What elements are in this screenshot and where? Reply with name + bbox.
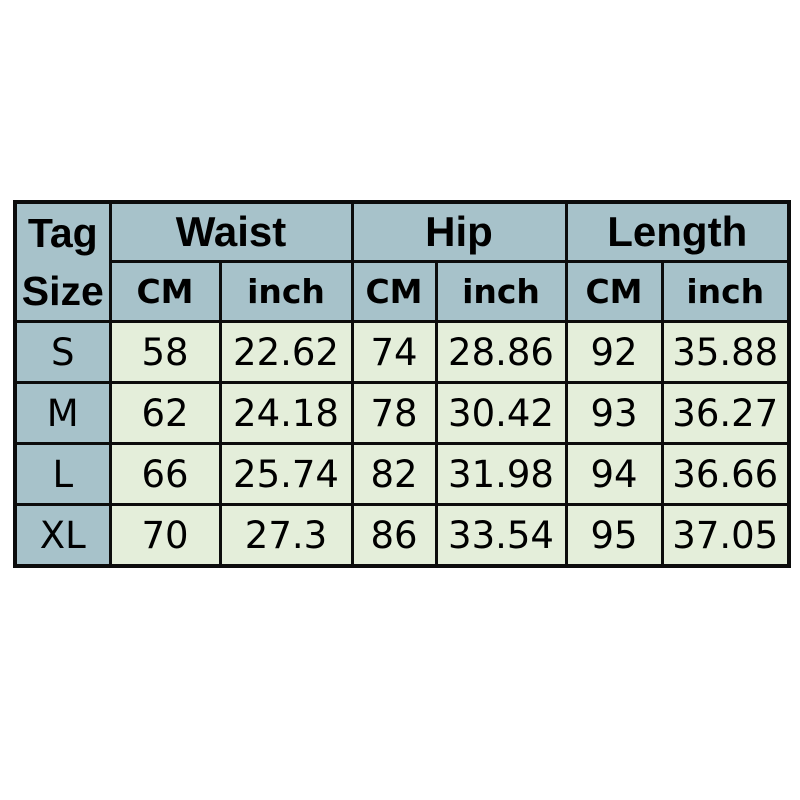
tag-size-label-line2: Size [21, 268, 104, 315]
length-cm-value: 93 [564, 381, 664, 446]
waist-inch-value: 24.18 [218, 381, 354, 446]
hip-cm-value: 86 [350, 503, 438, 568]
waist-inch-value: 27.3 [218, 503, 354, 568]
unit-header-row: CM inch CM inch CM inch [15, 260, 791, 324]
table-row-size-s: S 58 22.62 74 28.86 92 35.88 [13, 320, 791, 385]
hip-inch-value: 33.54 [434, 503, 568, 568]
waist-cm-value: 58 [108, 320, 222, 385]
group-header-row: Tag Size Waist Hip Length [13, 200, 791, 324]
length-inch-value: 35.88 [660, 320, 791, 385]
table-row-size-m: M 62 24.18 78 30.42 93 36.27 [13, 381, 791, 446]
size-label-cell: M [13, 381, 112, 446]
length-cm-value: 94 [564, 442, 664, 507]
size-label-cell: L [13, 442, 112, 507]
length-cm-value: 95 [564, 503, 664, 568]
length-cm-header-cell: CM [564, 260, 664, 324]
hip-cm-value: 82 [350, 442, 438, 507]
table-row-size-l: L 66 25.74 82 31.98 94 36.66 [13, 442, 791, 507]
length-inch-value: 37.05 [660, 503, 791, 568]
waist-inch-value: 25.74 [218, 442, 354, 507]
hip-inch-value: 30.42 [434, 381, 568, 446]
length-inch-value: 36.27 [660, 381, 791, 446]
tag-size-label-line1: Tag [27, 210, 98, 256]
waist-inch-value: 22.62 [218, 320, 354, 385]
length-inch-header-cell: inch [660, 260, 791, 324]
size-chart-table: Tag Size Waist Hip Length CM inch CM inc… [13, 200, 791, 568]
hip-header-cell: Hip [350, 200, 568, 264]
length-header-cell: Length [564, 200, 791, 264]
waist-header-cell: Waist [108, 200, 354, 264]
waist-cm-header-cell: CM [108, 260, 222, 324]
hip-cm-value: 78 [350, 381, 438, 446]
hip-inch-header-cell: inch [434, 260, 568, 324]
length-inch-value: 36.66 [660, 442, 791, 507]
waist-cm-value: 70 [108, 503, 222, 568]
hip-inch-value: 28.86 [434, 320, 568, 385]
tag-size-header-cell: Tag Size [13, 200, 112, 324]
waist-cm-value: 62 [108, 381, 222, 446]
size-label-cell: S [13, 320, 112, 385]
hip-cm-value: 74 [350, 320, 438, 385]
size-label-cell: XL [13, 503, 112, 568]
length-cm-value: 92 [564, 320, 664, 385]
waist-cm-value: 66 [108, 442, 222, 507]
hip-inch-value: 31.98 [434, 442, 568, 507]
hip-cm-header-cell: CM [350, 260, 438, 324]
table-row-size-xl: XL 70 27.3 86 33.54 95 37.05 [13, 503, 791, 568]
waist-inch-header-cell: inch [218, 260, 354, 324]
